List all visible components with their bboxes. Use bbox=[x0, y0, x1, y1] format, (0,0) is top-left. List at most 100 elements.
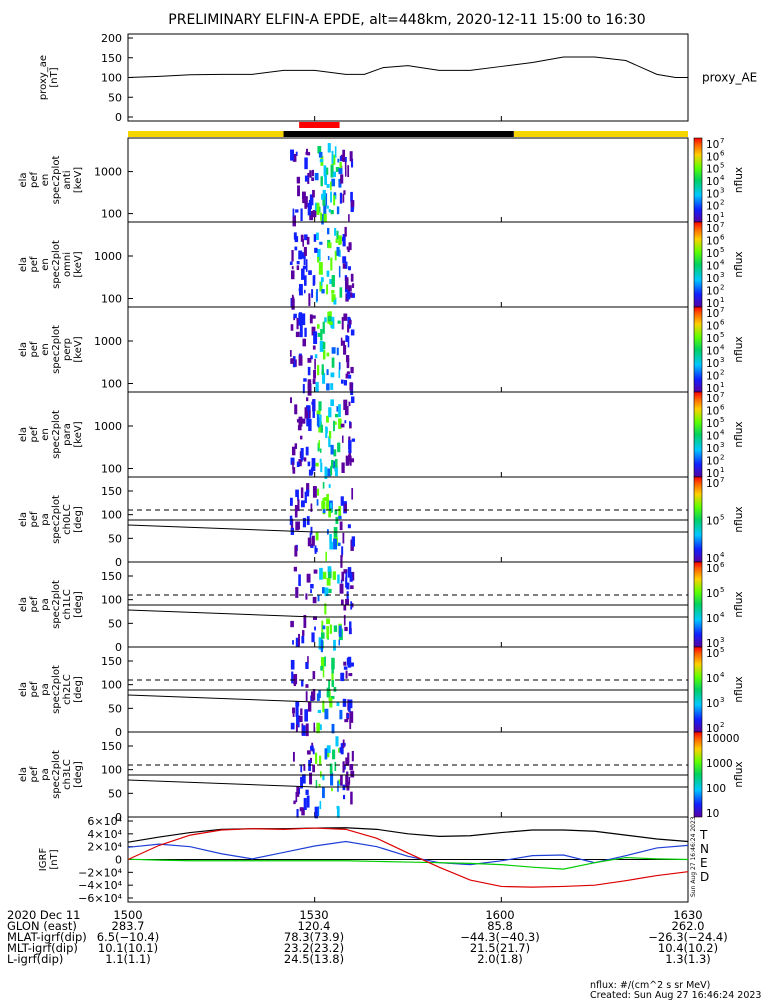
flux-cell bbox=[339, 709, 343, 720]
flux-cell bbox=[331, 787, 333, 792]
flux-cell bbox=[339, 287, 343, 298]
flux-cell bbox=[343, 569, 348, 574]
color-bar-exponent: 2 bbox=[720, 369, 724, 377]
y-axis-label: omni bbox=[62, 252, 73, 277]
flux-cell bbox=[338, 515, 342, 520]
y-axis-label: pa bbox=[40, 768, 51, 780]
y-axis-label: spec2plot bbox=[51, 325, 62, 374]
flux-cell bbox=[332, 171, 337, 178]
flux-cell bbox=[338, 506, 342, 519]
color-bar-tick: 10 bbox=[706, 358, 719, 370]
flux-cell bbox=[305, 723, 309, 737]
flux-cell bbox=[338, 266, 341, 278]
color-bar-exponent: 2 bbox=[720, 721, 724, 729]
flux-cell bbox=[300, 208, 303, 221]
flux-cell bbox=[293, 800, 296, 805]
color-bar-exponent: 5 bbox=[720, 514, 724, 522]
flux-cell bbox=[344, 161, 347, 170]
flux-cell bbox=[329, 533, 332, 543]
y-axis-label: en bbox=[40, 258, 51, 271]
color-bar-exponent: 2 bbox=[720, 454, 724, 462]
flux-cell bbox=[322, 321, 325, 334]
color-bar-tick: 10 bbox=[706, 223, 719, 235]
flux-cell bbox=[312, 209, 317, 218]
y-tick-label: 1000 bbox=[94, 166, 122, 179]
flux-cell bbox=[341, 571, 345, 582]
color-bar-tick: 10 bbox=[706, 698, 719, 710]
color-bar-tick: 10 bbox=[706, 286, 719, 298]
flux-cell bbox=[305, 489, 310, 497]
flux-cell bbox=[309, 314, 313, 324]
flux-cell bbox=[336, 206, 340, 215]
flux-cell bbox=[326, 687, 330, 698]
y-axis-label: ela bbox=[18, 512, 29, 527]
flux-cell bbox=[289, 497, 293, 506]
color-bar-label: nflux bbox=[733, 761, 745, 787]
color-bar-exponent: 3 bbox=[720, 356, 724, 364]
flux-cell bbox=[316, 722, 320, 734]
flux-cell bbox=[351, 750, 354, 762]
flux-cell bbox=[326, 748, 330, 758]
flux-cell bbox=[292, 709, 295, 717]
flux-cell bbox=[343, 379, 347, 386]
flux-cell bbox=[296, 176, 301, 184]
color-bar-label: nflux bbox=[733, 506, 745, 532]
xaxis-row-label: GLON (east) bbox=[7, 919, 77, 933]
color-bar bbox=[693, 221, 703, 308]
flux-cell bbox=[348, 401, 351, 407]
flux-cell bbox=[350, 200, 355, 208]
y-tick-label: 150 bbox=[101, 740, 122, 753]
flux-cell bbox=[338, 747, 340, 753]
flux-cell bbox=[342, 698, 347, 707]
y-tick-label: 0 bbox=[115, 556, 122, 569]
flux-cell bbox=[350, 329, 355, 336]
y-axis-label: pef bbox=[29, 426, 40, 443]
y-tick-label: 50 bbox=[108, 787, 122, 800]
flux-cell bbox=[322, 775, 325, 781]
flux-cell bbox=[301, 313, 306, 326]
y-axis-label: pa bbox=[40, 683, 51, 695]
flux-cell bbox=[321, 364, 324, 375]
y-tick-label: 100 bbox=[101, 378, 122, 391]
flux-cell bbox=[348, 266, 351, 271]
y-tick-label: 100 bbox=[101, 509, 122, 522]
flux-cell bbox=[317, 256, 320, 263]
flux-cell bbox=[317, 594, 320, 602]
flux-cell bbox=[340, 496, 344, 506]
flux-cell bbox=[343, 345, 347, 355]
flux-cell bbox=[309, 772, 313, 785]
flux-cell bbox=[304, 709, 308, 722]
color-bar-exponent: 1 bbox=[720, 466, 724, 474]
flux-cell bbox=[338, 779, 341, 785]
flux-cell bbox=[298, 574, 301, 587]
flux-cell bbox=[346, 771, 349, 784]
color-bar-exponent: 6 bbox=[720, 149, 725, 157]
flux-cell bbox=[298, 283, 303, 296]
flux-cell bbox=[319, 458, 322, 463]
flux-cell bbox=[336, 246, 340, 256]
flux-cell bbox=[340, 174, 344, 184]
flux-cell bbox=[311, 169, 315, 177]
flux-cell bbox=[306, 152, 311, 156]
color-bar-exponent: 4 bbox=[720, 259, 725, 267]
flux-cell bbox=[333, 538, 338, 550]
science-zone-segment bbox=[299, 122, 340, 128]
flux-cell bbox=[321, 214, 324, 225]
flux-cell bbox=[321, 193, 325, 200]
y-axis-label: pef bbox=[29, 766, 40, 783]
flux-cell bbox=[320, 176, 323, 187]
flux-cell bbox=[331, 178, 336, 187]
flux-cell bbox=[329, 321, 333, 325]
flux-cell bbox=[330, 465, 333, 476]
flux-cell bbox=[291, 270, 295, 280]
legend-d: D bbox=[700, 870, 709, 884]
panel-frame bbox=[127, 33, 689, 122]
flux-cell bbox=[308, 469, 313, 476]
flux-cell bbox=[339, 521, 343, 531]
flux-cell bbox=[319, 414, 322, 427]
color-bar-exponent: 5 bbox=[720, 246, 724, 254]
flux-cell bbox=[302, 339, 306, 345]
flux-cell bbox=[346, 371, 350, 375]
series-line-d bbox=[127, 827, 689, 888]
flux-cell bbox=[307, 379, 312, 389]
